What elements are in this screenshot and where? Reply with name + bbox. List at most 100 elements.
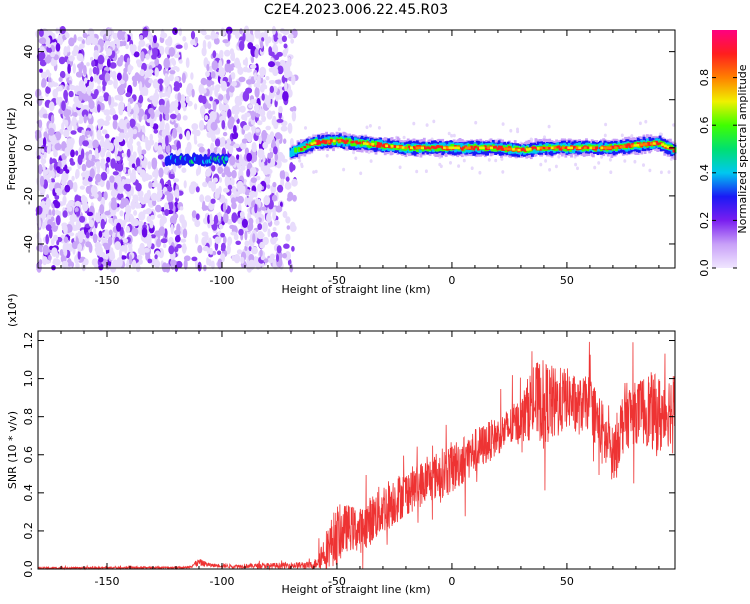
spectrogram-signal-cell [491,146,495,149]
spectrogram-noise-cell [218,177,223,183]
spectrogram-noise-cell [246,168,251,178]
colorbar-ticks: 0.0 0.2 0.4 0.6 0.8 [698,69,737,277]
spectrogram-noise-cell [270,158,276,168]
spectrogram-noise-cell [47,72,52,77]
spectrogram-noise-cell [91,258,99,267]
spectrogram-noise-cell [181,219,187,229]
spectrogram-noise-cell [190,39,196,46]
spectrogram-noise-cell [236,249,243,255]
spectrogram-noise-cell [68,37,75,47]
spectrogram-noise-cell [249,99,257,105]
spectrogram-noise-cell [277,184,284,193]
spectrogram-noise-cell [283,72,291,79]
spectrogram-noise-cell [557,155,561,159]
spectrogram-noise-cell [199,120,205,131]
spectrogram-noise-cell [249,190,256,198]
spectrogram-noise-cell [260,32,265,38]
spectrogram-noise-cell [36,244,43,252]
spectrogram-noise-cell [197,164,202,175]
spectrogram-signal-cell [437,145,441,148]
spectrogram-noise-cell [137,44,142,52]
snr-x-tick-label: 0 [448,575,455,588]
spectrogram-noise-cell [77,195,82,202]
spectrogram-noise-cell [169,119,176,125]
spectrogram-noise-cell [64,147,71,157]
spectrogram-noise-cell [97,104,101,113]
spectrogram-signal-cell [548,147,552,150]
spectrogram-noise-cell [191,88,195,98]
spectrogram-noise-cell [169,173,175,180]
spectrogram-noise-cell [42,244,50,256]
spectrogram-signal-cell [539,146,543,150]
spectrogram-noise-cell [178,133,183,140]
spectrogram-noise-cell [250,177,257,184]
spectrogram-noise-cell [183,42,188,51]
spectrogram-noise-cell [501,170,505,174]
spectrogram-noise-cell [398,165,402,170]
spectrogram-noise-cell [75,262,80,269]
spectrogram-noise-cell [210,121,218,131]
spectrogram-noise-cell [544,159,548,163]
spectrogram-noise-cell [114,148,118,159]
spectrogram-noise-cell [548,168,552,172]
spectrogram-noise-cell [169,70,176,75]
spectrogram-noise-cell [149,133,153,142]
spectrogram-noise-cell [135,59,141,65]
spectrogram-signal-cell [331,139,334,142]
spectrogram-noise-cell [47,178,52,183]
spectrogram-noise-cell [229,48,234,55]
spectrogram-noise-cell [75,170,79,180]
spectrogram-noise-cell [212,101,217,112]
spectrogram-noise-cell [620,133,624,138]
spectrogram-noise-cell [209,65,213,74]
spectrogram-noise-cell [212,134,217,142]
spectrogram-noise-cell [156,238,162,248]
spectrogram-signal-cell [497,145,501,149]
spectrogram-noise-cell [183,255,191,262]
snr-y-scale-label: (x10⁴) [6,294,19,328]
snr-x-tick-label: -150 [95,575,120,588]
spectrogram-noise-cell [74,207,79,212]
spectrogram-noise-cell [412,121,416,126]
spectrogram-noise-cell [204,34,212,40]
spectrogram-noise-cell [141,149,147,155]
spectrogram-noise-cell [73,45,80,55]
spectrogram-noise-cell [257,223,263,231]
spectrogram-noise-cell [138,190,144,198]
spectrogram-noise-cell [284,181,292,190]
spectrogram-y-tick-label: -20 [22,187,35,205]
spectrogram-noise-cell [281,35,287,43]
spectrogram-noise-cell [597,161,601,165]
spectrogram-noise-cell [61,100,66,111]
spectrogram-signal-cell [376,142,380,145]
spectrogram-noise-cell [195,213,200,220]
spectrogram-noise-cell [100,171,108,181]
spectrogram-signal-cell [368,142,372,146]
spectrogram-signal-cell [415,146,419,150]
spectrogram-noise-cell [223,235,227,245]
spectrogram-noise-cell [133,51,140,58]
spectrogram-noise-cell [150,234,156,239]
spectrogram-noise-cell [50,216,55,222]
spectrogram-signal-cell [418,146,422,150]
spectrogram-noise-cell [84,77,88,84]
spectrogram-noise-cell [139,69,145,77]
spectrogram-noise-cell [197,143,204,148]
spectrogram-noise-cell [45,224,52,232]
spectrogram-signal-cell [595,146,599,150]
spectrogram-noise-cell [623,159,627,163]
spectrogram-noise-cell [268,215,272,222]
spectrogram-noise-cell [88,79,94,90]
spectrogram-noise-cell [90,76,94,82]
spectrogram-signal-cell [561,146,565,150]
spectrogram-noise-cell [226,244,231,255]
spectrogram-x-tick-label: 0 [448,274,455,287]
spectrogram-noise-cell [157,78,164,85]
spectrogram-noise-cell [125,204,132,215]
spectrogram-noise-cell [85,231,90,239]
spectrogram-noise-cell [109,62,117,69]
spectrogram-noise-cell [282,252,287,259]
spectrogram-noise-cell [267,257,275,264]
spectrogram-signal-cell [548,144,552,149]
spectrogram-signal-cell [644,143,648,146]
